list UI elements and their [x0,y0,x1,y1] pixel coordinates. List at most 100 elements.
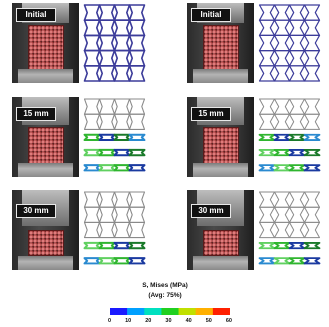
displacement-label: 30 mm [16,204,56,218]
lattice-cell [128,148,146,157]
lattice-cell [273,257,291,265]
specimen [203,230,239,256]
lattice-cell [303,34,321,52]
lattice-cell [128,241,146,250]
legend-subtitle: (Avg: 75%) [148,292,182,299]
lattice-cell [98,133,116,142]
lattice-cell [304,221,320,239]
lattice-cell [258,242,276,250]
lattice-cell [273,149,291,157]
lattice-cell [273,34,291,52]
lattice-cell [83,49,101,67]
color-scale-segment [110,308,128,315]
photo-left-15mm: 15 mm [12,97,79,177]
lattice-cell [289,98,305,115]
lattice-cell [113,133,131,142]
lattice-cell [274,191,290,208]
lattice-cell [289,206,305,223]
lattice-cell [258,49,276,67]
lattice-cell [128,19,146,37]
lattice-cell [288,242,306,250]
lattice-cell [303,65,321,82]
lattice-cell [259,221,275,239]
specimen [203,25,239,71]
lattice-cell [83,257,101,265]
displacement-label: 15 mm [16,107,56,121]
lattice-cell [113,221,131,239]
lattice-cell [128,4,146,22]
lattice-cell [98,98,116,115]
lattice-cell [274,206,290,223]
lattice-cell [128,64,146,82]
displacement-label: 15 mm [191,107,231,121]
color-scale-tick-label: 60 [225,318,232,324]
lattice-cell [128,164,146,172]
lattice-cell [274,221,290,239]
lattice-cell [273,19,291,37]
lattice-cell [113,64,131,82]
lattice-cell [98,257,116,265]
lattice-right-initial [257,3,322,83]
lattice-cell [98,19,116,37]
lattice-cell [98,4,116,22]
lattice-cell [113,241,131,250]
lattice-cell [258,34,276,52]
lattice-cell [98,113,116,130]
lattice-cell [303,164,321,172]
lattice-cell [288,19,306,37]
lattice-cell [273,4,291,21]
lattice-cell [128,191,146,208]
lattice-right-15mm [257,97,322,177]
specimen [28,127,64,165]
lattice-cell [113,49,131,67]
displacement-label: Initial [191,8,231,22]
lower-platen [193,69,248,83]
specimen [28,25,64,71]
lattice-cell [98,191,116,208]
lattice-cell [83,133,101,142]
lattice-cell [113,257,131,265]
lattice-cell [258,4,276,21]
lower-platen [18,163,73,177]
lattice-cell [83,148,101,157]
color-scale-segment [178,308,197,315]
lattice-cell [83,34,101,52]
lower-platen [193,256,248,270]
lattice-cell [288,149,306,157]
color-scale-bar [110,308,230,315]
displacement-label: 30 mm [191,204,231,218]
lattice-cell [288,4,306,21]
lattice-cell [303,257,321,265]
lattice-cell [274,98,290,115]
lattice-cell [83,206,101,223]
lattice-cell [304,113,320,130]
lattice-cell [288,34,306,52]
lattice-cell [113,164,131,172]
lattice-cell [303,242,321,250]
photo-right-30mm: 30 mm [187,190,254,270]
photo-left-30mm: 30 mm [12,190,79,270]
lattice-cell [113,191,131,208]
lattice-cell [98,221,116,239]
lattice-cell [83,19,101,37]
lattice-cell [113,113,131,130]
color-scale-segment [144,308,162,315]
lattice-left-30mm [82,190,147,270]
lattice-cell [303,133,321,141]
lattice-cell [258,133,276,141]
lattice-cell [113,98,131,115]
color-scale-tick-label: 50 [205,318,212,324]
lower-platen [18,69,73,83]
lattice-cell [83,64,101,82]
lattice-cell [128,221,146,239]
lattice-cell [258,65,276,82]
lattice-cell [303,49,321,67]
lattice-cell [113,19,131,37]
lattice-cell [259,113,275,130]
lattice-left-15mm [82,97,147,177]
lattice-cell [304,98,320,115]
lattice-cell [128,133,146,142]
lattice-cell [98,241,116,250]
specimen [28,230,64,256]
lattice-cell [289,113,305,130]
